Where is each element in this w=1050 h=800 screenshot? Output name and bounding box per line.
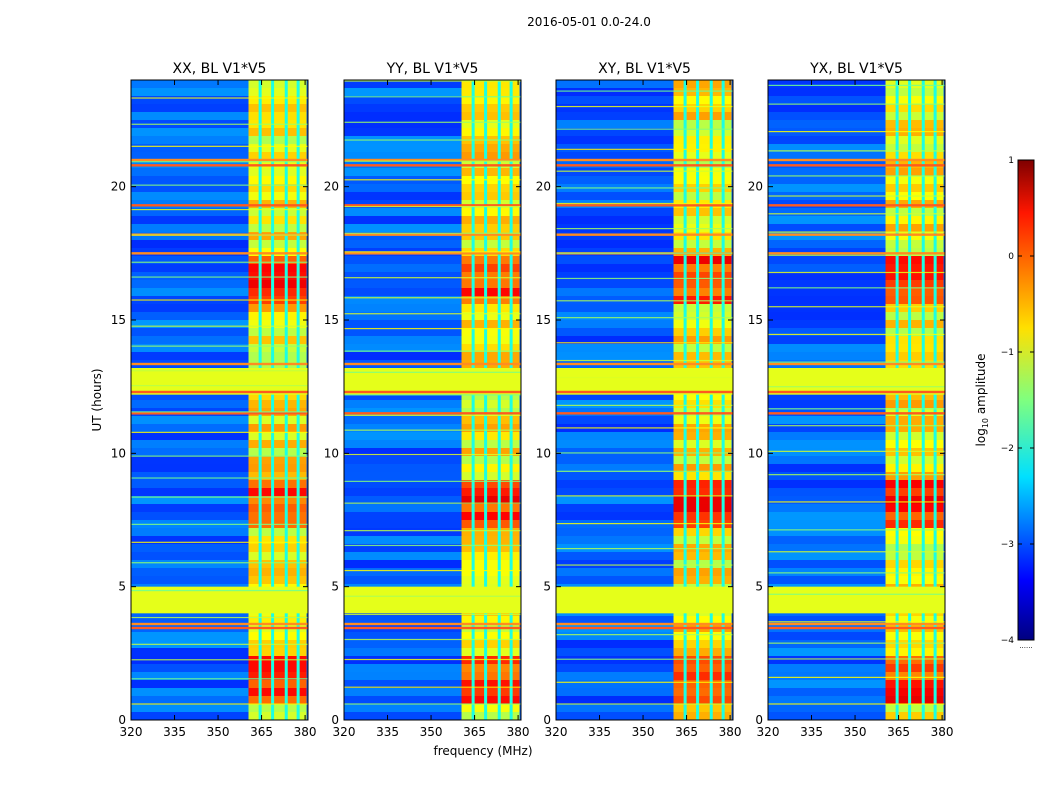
- spectrogram-image: [344, 80, 521, 720]
- x-tick-label: 365: [250, 725, 273, 739]
- x-tick-label: 320: [333, 725, 356, 739]
- colorbar-tick-label: 0: [1008, 252, 1014, 262]
- x-tick-label: 380: [507, 725, 530, 739]
- y-tick-label: 5: [755, 580, 763, 594]
- spectrogram-image: [131, 80, 308, 720]
- x-tick-label: 320: [757, 725, 780, 739]
- x-tick-label: 320: [545, 725, 568, 739]
- colorbar-tick-label: 1: [1008, 156, 1014, 166]
- colorbar-ticks: 1 0 −1 −2 −3 −4: [1001, 156, 1034, 646]
- x-tick-label: 380: [294, 725, 317, 739]
- y-tick-label: 0: [543, 713, 551, 727]
- x-tick-label: 335: [800, 725, 823, 739]
- y-tick-label: 20: [536, 180, 551, 194]
- spectrogram-image: [768, 80, 945, 720]
- y-tick-label: 20: [324, 180, 339, 194]
- panel-yy: 320 335 350 365 380 0 5 10 15 20 YY, BL V1*V5: [324, 61, 530, 739]
- panel-title: YY, BL V1*V5: [386, 61, 479, 77]
- x-tick-label: 320: [120, 725, 143, 739]
- axes-frame: [130, 79, 309, 721]
- axes-frame: [767, 79, 946, 721]
- spectrogram-image: [556, 80, 733, 720]
- y-tick-label: 15: [111, 313, 126, 327]
- x-axis-label: frequency (MHz): [433, 744, 532, 758]
- x-tick-label: 350: [207, 725, 230, 739]
- y-tick-label: 5: [331, 580, 339, 594]
- y-tick-label: 0: [755, 713, 763, 727]
- colorbar-label-rest: amplitude: [974, 354, 988, 418]
- x-tick-label: 335: [376, 725, 399, 739]
- x-tick-label: 380: [931, 725, 954, 739]
- y-tick-label: 15: [324, 313, 339, 327]
- x-tick-label: 365: [463, 725, 486, 739]
- y-tick-label: 10: [748, 446, 763, 460]
- y-tick-label: 15: [536, 313, 551, 327]
- axes-frame: [343, 79, 522, 721]
- y-tick-label: 5: [543, 580, 551, 594]
- y-tick-label: 0: [118, 713, 126, 727]
- x-tick-label: 365: [675, 725, 698, 739]
- panels: 320 335 350 365 380 0 5 10 15 20 XX, BL V1*V5 320 33…: [111, 61, 954, 739]
- panel-title: XY, BL V1*V5: [598, 61, 691, 77]
- y-tick-label: 0: [331, 713, 339, 727]
- figure-suptitle: 2016-05-01 0.0-24.0: [527, 15, 651, 29]
- colorbar-label: log10 amplitude: [974, 354, 990, 447]
- colorbar-tick-label: −4: [1001, 636, 1015, 646]
- axes-frame: [555, 79, 734, 721]
- x-tick-label: 350: [632, 725, 655, 739]
- colorbar-tick-label: −1: [1001, 348, 1014, 358]
- colorbar-tick-label: −2: [1001, 444, 1014, 454]
- y-tick-label: 20: [111, 180, 126, 194]
- colorbar-gradient: [1017, 159, 1035, 641]
- colorbar-tick-label: −3: [1001, 540, 1014, 550]
- x-tick-label: 335: [588, 725, 611, 739]
- panel-title: YX, BL V1*V5: [809, 61, 903, 77]
- x-tick-label: 380: [719, 725, 742, 739]
- y-axis-label: UT (hours): [90, 368, 104, 431]
- colorbar: 10−1−2−3−4 log10 amplitude ......: [974, 156, 1035, 650]
- y-tick-label: 15: [748, 313, 763, 327]
- y-tick-label: 5: [118, 580, 126, 594]
- panel-xy: 320 335 350 365 380 0 5 10 15 20 XY, BL V1*V5: [536, 61, 742, 739]
- colorbar-label-sub: 10: [981, 418, 990, 428]
- y-tick-label: 20: [748, 180, 763, 194]
- x-tick-label: 365: [887, 725, 910, 739]
- panel-xx: 320 335 350 365 380 0 5 10 15 20 XX, BL V1*V5: [111, 61, 317, 739]
- y-tick-label: 10: [536, 446, 551, 460]
- x-tick-label: 335: [163, 725, 186, 739]
- y-tick-label: 10: [111, 446, 126, 460]
- y-tick-label: 10: [324, 446, 339, 460]
- colorbar-footer: ......: [1019, 642, 1032, 650]
- x-tick-label: 350: [844, 725, 867, 739]
- x-tick-label: 350: [420, 725, 443, 739]
- panel-yx: 320 335 350 365 380 0 5 10 15 20 YX, BL V1*V5: [748, 61, 954, 739]
- colorbar-label-base: log: [974, 428, 988, 446]
- panel-title: XX, BL V1*V5: [173, 61, 267, 77]
